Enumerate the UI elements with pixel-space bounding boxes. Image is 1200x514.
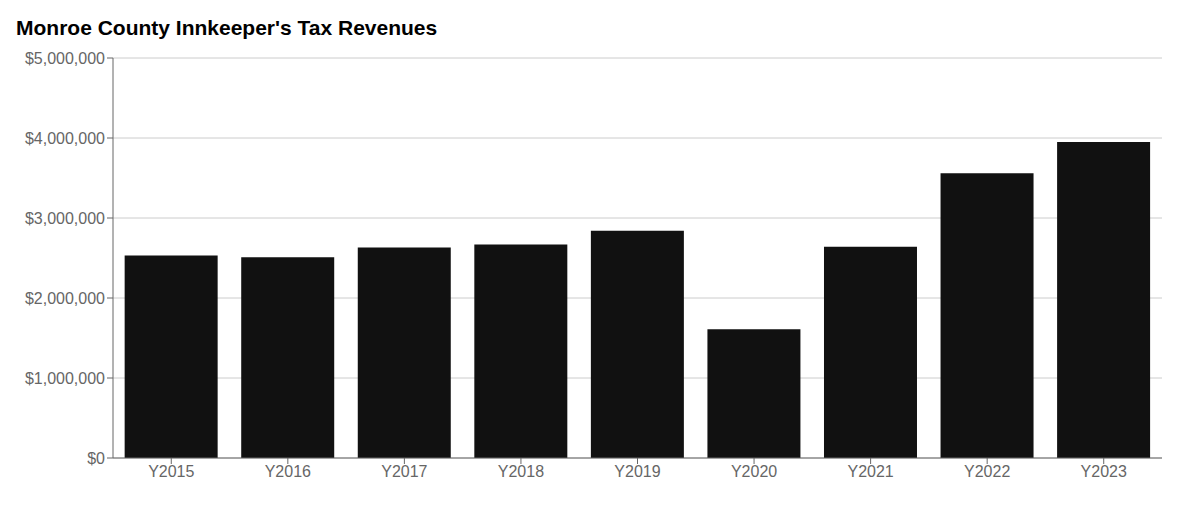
svg-text:Y2021: Y2021 bbox=[847, 463, 893, 480]
svg-text:$5,000,000: $5,000,000 bbox=[25, 50, 105, 67]
svg-text:Y2016: Y2016 bbox=[265, 463, 311, 480]
svg-text:$2,000,000: $2,000,000 bbox=[25, 290, 105, 307]
svg-text:Y2015: Y2015 bbox=[148, 463, 194, 480]
svg-text:$1,000,000: $1,000,000 bbox=[25, 370, 105, 387]
svg-text:Y2017: Y2017 bbox=[381, 463, 427, 480]
html-text:Monroe County Innkeeper's Tax: Monroe County Innkeeper's Tax Revenues bbox=[16, 16, 438, 39]
svg-text:Y2019: Y2019 bbox=[614, 463, 660, 480]
svg-text:$3,000,000: $3,000,000 bbox=[25, 210, 105, 227]
svg-text:$0: $0 bbox=[87, 450, 105, 467]
svg-text:Y2018: Y2018 bbox=[498, 463, 544, 480]
svg-text:Y2022: Y2022 bbox=[964, 463, 1010, 480]
svg-text:$4,000,000: $4,000,000 bbox=[25, 130, 105, 147]
svg-text:Y2023: Y2023 bbox=[1081, 463, 1127, 480]
svg-text:Y2020: Y2020 bbox=[731, 463, 777, 480]
